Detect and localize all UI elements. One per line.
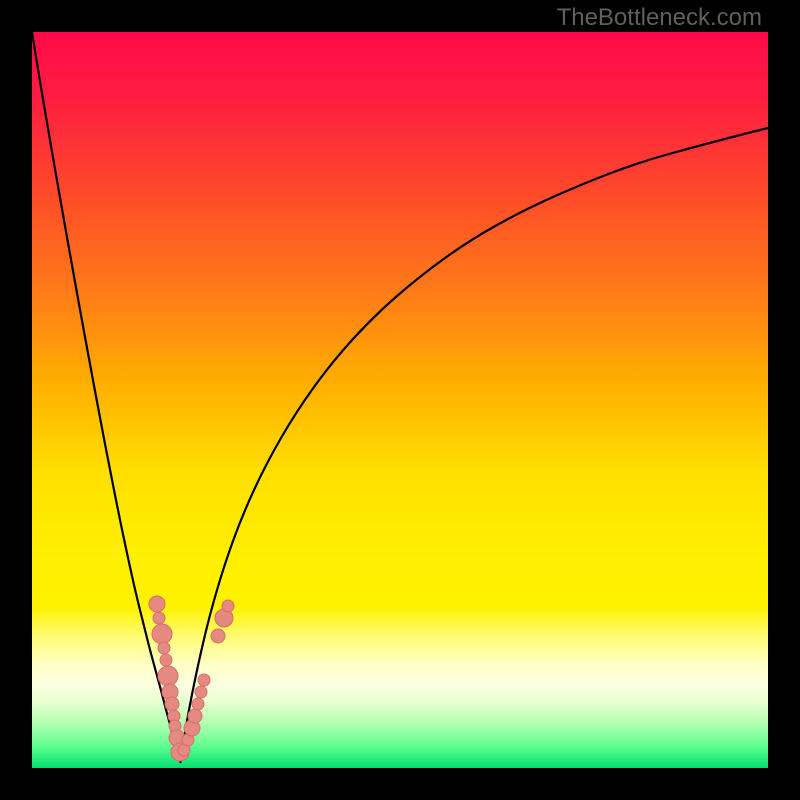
data-point bbox=[149, 596, 165, 612]
data-point-markers bbox=[149, 596, 234, 761]
data-point bbox=[158, 666, 178, 686]
data-point bbox=[158, 642, 170, 654]
data-point bbox=[222, 600, 234, 612]
data-point bbox=[165, 697, 179, 711]
data-point bbox=[152, 624, 172, 644]
data-point bbox=[160, 654, 172, 666]
data-point bbox=[192, 698, 204, 710]
data-point bbox=[195, 686, 207, 698]
right-bottleneck-curve bbox=[181, 128, 769, 762]
data-point bbox=[198, 674, 210, 686]
left-bottleneck-curve bbox=[32, 32, 181, 762]
black-frame bbox=[0, 0, 800, 800]
data-point bbox=[211, 629, 225, 643]
curve-overlay bbox=[0, 0, 800, 800]
data-point bbox=[188, 709, 202, 723]
data-point bbox=[153, 612, 165, 624]
chart-stage: TheBottleneck.com bbox=[0, 0, 800, 800]
